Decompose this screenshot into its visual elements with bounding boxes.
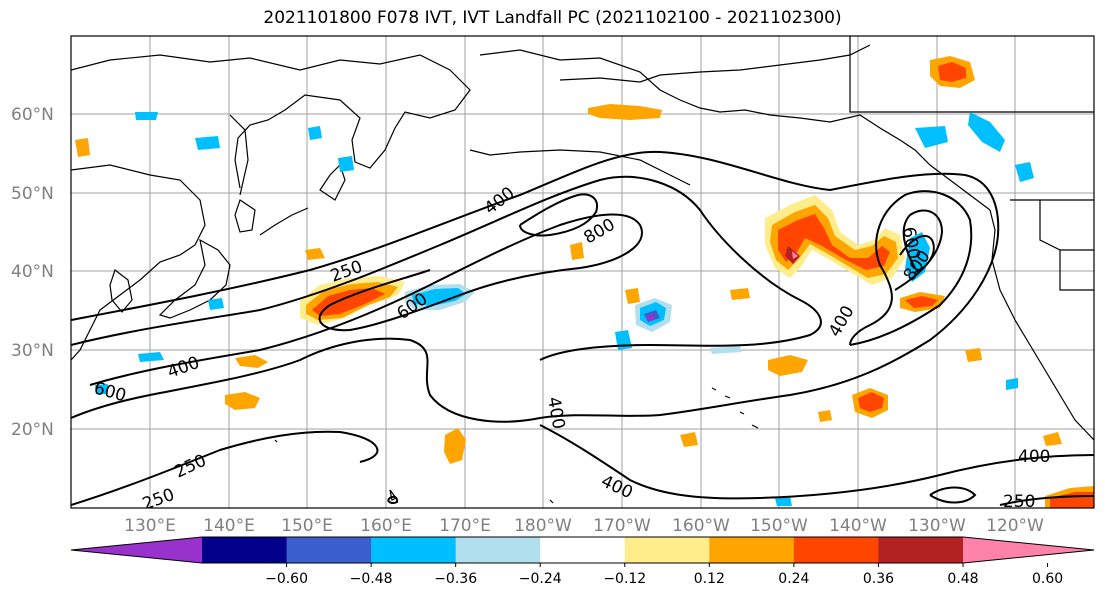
lon-label: 150°W <box>750 516 808 536</box>
colorbar-outline <box>70 536 1095 564</box>
colorbar-tick-label: −0.24 <box>519 571 562 587</box>
lon-labels: 130°E 140°E 150°E 160°E 170°E 180°W 170°… <box>124 516 1044 536</box>
colorbar-extend-high <box>963 537 1094 563</box>
colorbar-tick-label: −0.12 <box>603 571 646 587</box>
colorbar-tick-label: 0.24 <box>778 571 809 587</box>
lat-labels: 60°N 50°N 40°N 30°N 20°N <box>11 105 54 440</box>
lat-label: 40°N <box>11 262 54 282</box>
lat-label: 50°N <box>11 184 54 204</box>
colorbar-tick-label: −0.36 <box>434 571 477 587</box>
colorbar-segment <box>709 537 795 563</box>
lat-label: 30°N <box>11 341 54 361</box>
colorbar-tick-label: 0.48 <box>947 571 978 587</box>
colorbar-extend-low <box>71 537 202 563</box>
map-title: 2021101800 F078 IVT, IVT Landfall PC (20… <box>263 8 842 28</box>
colorbar-segment <box>286 537 372 563</box>
lon-label: 150°E <box>281 516 333 536</box>
lon-label: 140°W <box>829 516 887 536</box>
lon-label: 180°W <box>514 516 572 536</box>
colorbar-ticks: −0.60 −0.48 −0.36 −0.24 −0.12 0.12 0.24 0.36 0.4… <box>265 563 1063 587</box>
colorbar-segment <box>455 537 541 563</box>
colorbar-segment <box>624 537 710 563</box>
lon-label: 130°E <box>124 516 176 536</box>
map-area <box>71 36 1094 508</box>
colorbar-tick-label: 0.12 <box>694 571 725 587</box>
colorbar-tick-label: −0.60 <box>265 571 308 587</box>
lon-label: 140°E <box>203 516 255 536</box>
lon-label: 120°W <box>986 516 1044 536</box>
colorbar-tick-label: 0.36 <box>863 571 894 587</box>
lat-label: 60°N <box>11 105 54 125</box>
lon-label: 130°W <box>908 516 966 536</box>
colorbar-segment <box>878 537 964 563</box>
colorbar-segment <box>202 537 288 563</box>
lon-label: 160°E <box>360 516 412 536</box>
colorbar <box>70 536 1095 564</box>
lat-label: 20°N <box>11 420 54 440</box>
lon-label: 160°W <box>672 516 730 536</box>
colorbar-segment <box>793 537 879 563</box>
colorbar-segment <box>540 537 626 563</box>
colorbar-tick-label: 0.60 <box>1032 571 1063 587</box>
map-frame <box>70 35 1095 509</box>
lon-label: 170°E <box>439 516 491 536</box>
lon-label: 170°W <box>593 516 651 536</box>
colorbar-segment <box>371 537 457 563</box>
contour-label: 400 <box>1018 447 1050 467</box>
pc-shading <box>75 56 1094 508</box>
coastlines <box>71 36 1094 504</box>
contour-label: 250 <box>1003 492 1035 512</box>
colorbar-tick-label: −0.48 <box>350 571 393 587</box>
ivt-contours <box>71 150 1094 506</box>
